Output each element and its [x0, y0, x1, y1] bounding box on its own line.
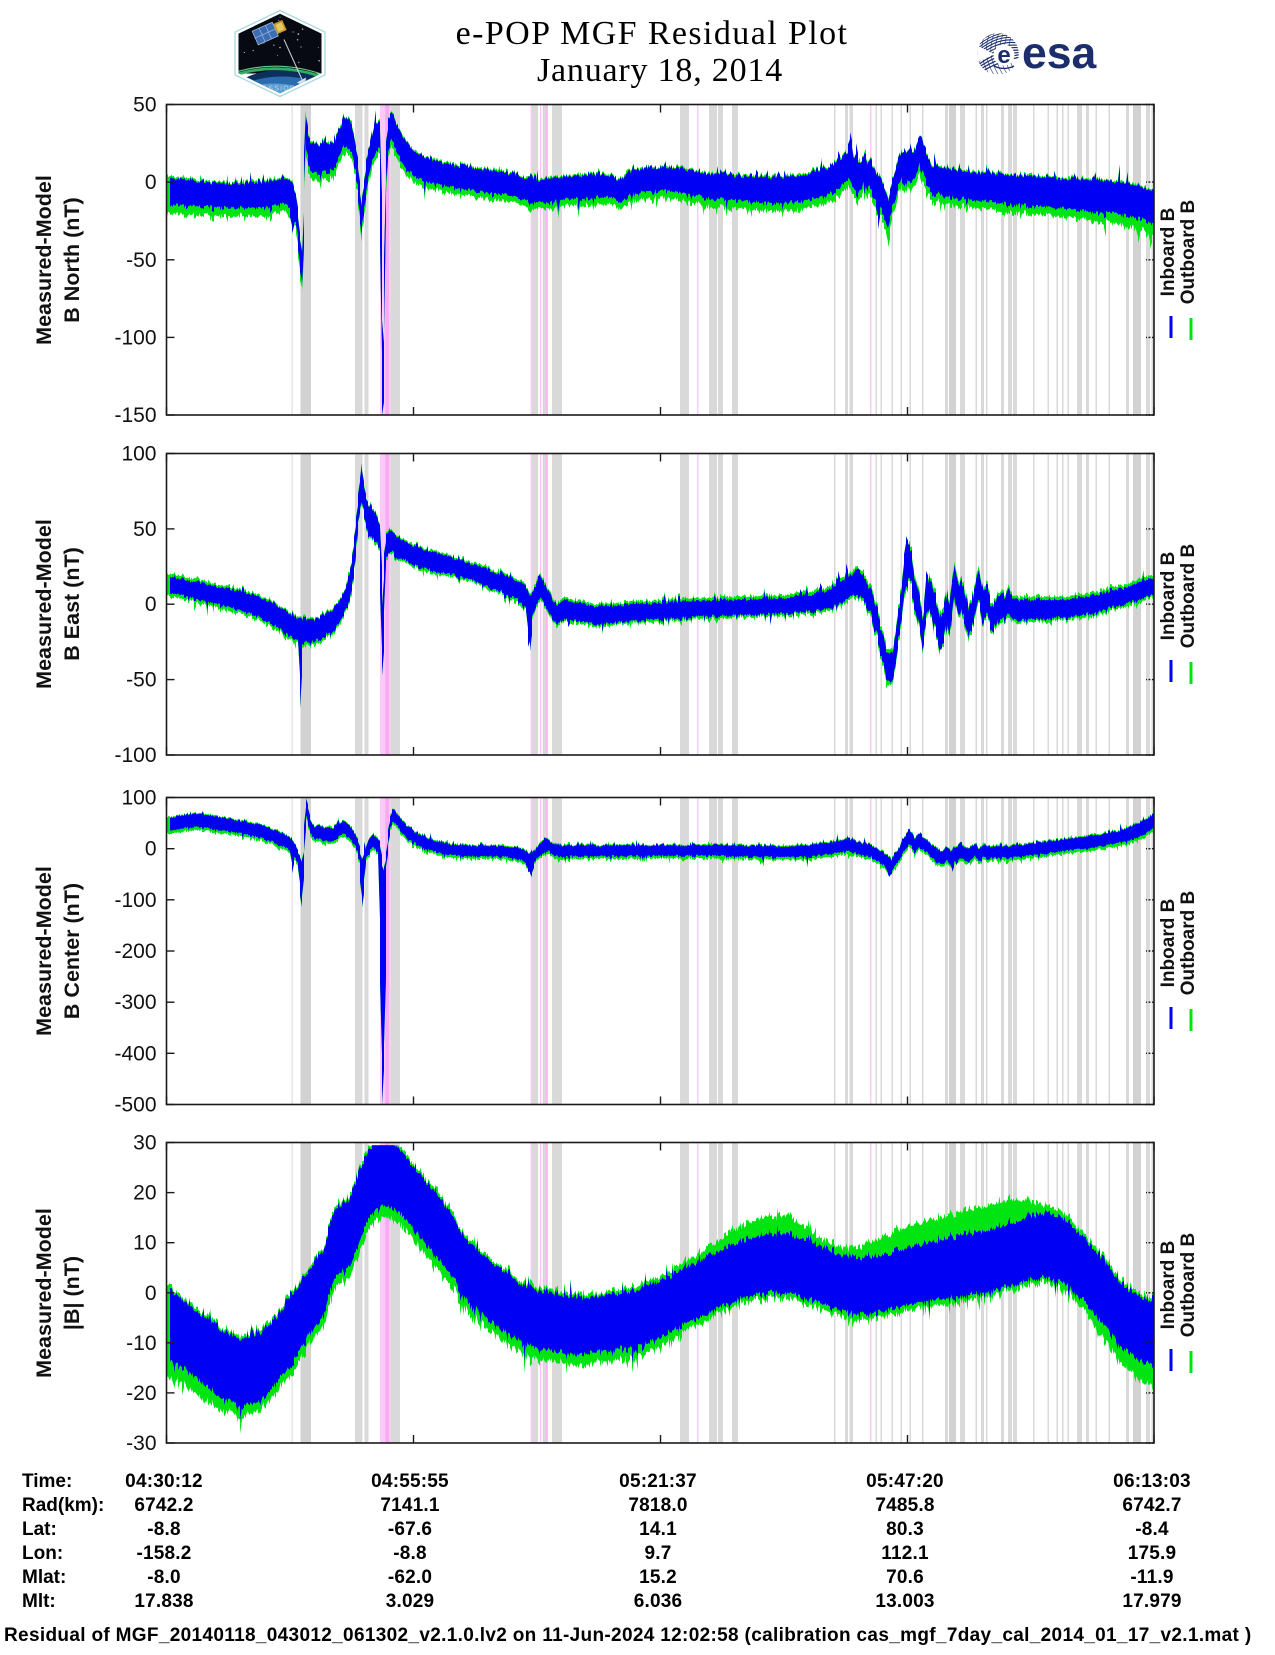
svg-text:Time:: Time: — [22, 1471, 72, 1492]
svg-text:Outboard B: Outboard B — [1178, 544, 1199, 649]
svg-text:-150: -150 — [114, 404, 156, 427]
svg-text:-200: -200 — [114, 940, 156, 963]
svg-text:0: 0 — [145, 838, 157, 861]
svg-text:3.029: 3.029 — [386, 1591, 435, 1612]
svg-text:January 18, 2014: January 18, 2014 — [537, 52, 783, 89]
svg-text:17.979: 17.979 — [1122, 1591, 1181, 1612]
svg-text:Inboard B: Inboard B — [1158, 208, 1179, 297]
svg-text:-100: -100 — [114, 889, 156, 912]
svg-text:Outboard B: Outboard B — [1178, 200, 1199, 305]
svg-text:7818.0: 7818.0 — [628, 1495, 687, 1516]
svg-text:B Center (nT): B Center (nT) — [60, 883, 84, 1019]
svg-text:Outboard B: Outboard B — [1178, 1233, 1199, 1338]
svg-text:-158.2: -158.2 — [136, 1543, 191, 1564]
svg-text:-400: -400 — [114, 1042, 156, 1065]
svg-text:10: 10 — [133, 1232, 156, 1255]
svg-text:6742.2: 6742.2 — [134, 1495, 193, 1516]
svg-text:-8.8: -8.8 — [147, 1519, 181, 1540]
svg-text:17.838: 17.838 — [134, 1591, 193, 1612]
svg-text:50: 50 — [133, 518, 156, 541]
svg-text:-100: -100 — [114, 326, 156, 349]
svg-text:6.036: 6.036 — [634, 1591, 683, 1612]
svg-text:-20: -20 — [126, 1382, 156, 1405]
svg-text:175.9: 175.9 — [1128, 1543, 1177, 1564]
svg-text:-8.8: -8.8 — [393, 1543, 427, 1564]
svg-text:-11.9: -11.9 — [1130, 1567, 1173, 1588]
svg-text:20: 20 — [133, 1182, 156, 1205]
svg-text:05:47:20: 05:47:20 — [866, 1471, 944, 1492]
svg-text:-100: -100 — [114, 744, 156, 767]
svg-text:04:55:55: 04:55:55 — [371, 1471, 449, 1492]
svg-text:04:30:12: 04:30:12 — [125, 1471, 203, 1492]
svg-text:100: 100 — [121, 787, 156, 810]
svg-text:50: 50 — [133, 94, 156, 117]
svg-text:-300: -300 — [114, 991, 156, 1014]
svg-text:06:13:03: 06:13:03 — [1113, 1471, 1191, 1492]
svg-text:Mlt:: Mlt: — [22, 1591, 56, 1612]
svg-text:-50: -50 — [126, 669, 156, 692]
svg-text:30: 30 — [133, 1132, 156, 1155]
svg-text:100: 100 — [121, 443, 156, 466]
svg-text:0: 0 — [145, 1282, 157, 1305]
svg-text:Mlat:: Mlat: — [22, 1567, 66, 1588]
svg-text:Measured-Model: Measured-Model — [32, 175, 56, 345]
svg-text:14.1: 14.1 — [639, 1519, 677, 1540]
svg-text:e: e — [997, 42, 1010, 69]
svg-text:9.7: 9.7 — [644, 1543, 671, 1564]
svg-text:e-POP MGF Residual Plot: e-POP MGF Residual Plot — [456, 15, 849, 52]
svg-text:Inboard B: Inboard B — [1158, 899, 1179, 988]
svg-text:esa: esa — [1022, 29, 1097, 78]
svg-text:13.003: 13.003 — [875, 1591, 934, 1612]
svg-text:Inboard B: Inboard B — [1158, 552, 1179, 641]
svg-text:Measured-Model: Measured-Model — [32, 1208, 56, 1378]
svg-text:05:21:37: 05:21:37 — [619, 1471, 697, 1492]
svg-text:0: 0 — [145, 171, 157, 194]
svg-text:Lat:: Lat: — [22, 1519, 57, 1540]
svg-text:Inboard B: Inboard B — [1158, 1241, 1179, 1330]
svg-text:-67.6: -67.6 — [388, 1519, 432, 1540]
svg-text:-30: -30 — [126, 1432, 156, 1455]
svg-text:-8.4: -8.4 — [1135, 1519, 1169, 1540]
svg-text:0: 0 — [145, 593, 157, 616]
svg-text:Measured-Model: Measured-Model — [32, 866, 56, 1036]
svg-text:Outboard B: Outboard B — [1178, 891, 1199, 996]
svg-text:Measured-Model: Measured-Model — [32, 519, 56, 689]
svg-text:-500: -500 — [114, 1094, 156, 1117]
svg-text:-10: -10 — [126, 1332, 156, 1355]
svg-text:Lon:: Lon: — [22, 1543, 63, 1564]
svg-text:112.1: 112.1 — [881, 1543, 929, 1564]
svg-text:80.3: 80.3 — [886, 1519, 924, 1540]
svg-text:-62.0: -62.0 — [388, 1567, 432, 1588]
svg-text:7485.8: 7485.8 — [875, 1495, 934, 1516]
svg-text:6742.7: 6742.7 — [1122, 1495, 1181, 1516]
svg-text:Residual of MGF_20140118_04301: Residual of MGF_20140118_043012_061302_v… — [4, 1625, 1251, 1646]
svg-text:|B| (nT): |B| (nT) — [60, 1256, 84, 1330]
svg-text:-8.0: -8.0 — [147, 1567, 181, 1588]
svg-text:15.2: 15.2 — [639, 1567, 677, 1588]
svg-text:-50: -50 — [126, 249, 156, 272]
svg-text:Rad(km):: Rad(km): — [22, 1495, 104, 1516]
svg-text:B East (nT): B East (nT) — [60, 547, 84, 660]
svg-text:CASSIOPE: CASSIOPE — [256, 86, 301, 93]
svg-text:7141.1: 7141.1 — [380, 1495, 440, 1516]
svg-text:B North (nT): B North (nT) — [60, 197, 84, 322]
svg-text:70.6: 70.6 — [886, 1567, 924, 1588]
